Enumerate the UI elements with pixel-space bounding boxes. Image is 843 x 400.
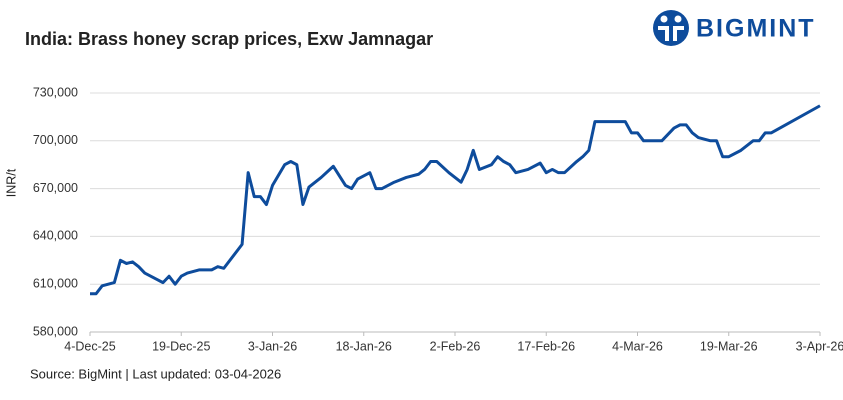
y-tick-label: 580,000 [33,324,78,338]
x-tick-label: 4-Dec-25 [64,339,115,353]
source-note: Source: BigMint | Last updated: 03-04-20… [30,366,281,381]
x-tick-label: 17-Feb-26 [517,339,575,353]
y-tick-label: 610,000 [33,276,78,290]
y-tick-label: 670,000 [33,181,78,195]
x-tick-label: 3-Apr-26 [796,339,843,353]
x-tick-label: 3-Jan-26 [248,339,297,353]
logo-icon-head [660,15,668,23]
x-tick-label: 2-Feb-26 [430,339,481,353]
y-tick-label: 730,000 [33,85,78,99]
x-tick-label: 4-Mar-26 [612,339,663,353]
x-tick-label: 19-Dec-25 [152,339,210,353]
y-tick-label: 640,000 [33,229,78,243]
y-axis-label: INR/t [4,168,18,197]
logo-icon-head [674,15,682,23]
logo: BIGMINT [653,10,816,46]
chart-title: India: Brass honey scrap prices, Exw Jam… [25,29,433,49]
x-tick-label: 18-Jan-26 [336,339,392,353]
x-tick-label: 19-Mar-26 [700,339,758,353]
y-tick-label: 700,000 [33,133,78,147]
price-line [90,104,821,296]
logo-text: BIGMINT [696,15,816,43]
logo-icon-body [658,26,684,41]
